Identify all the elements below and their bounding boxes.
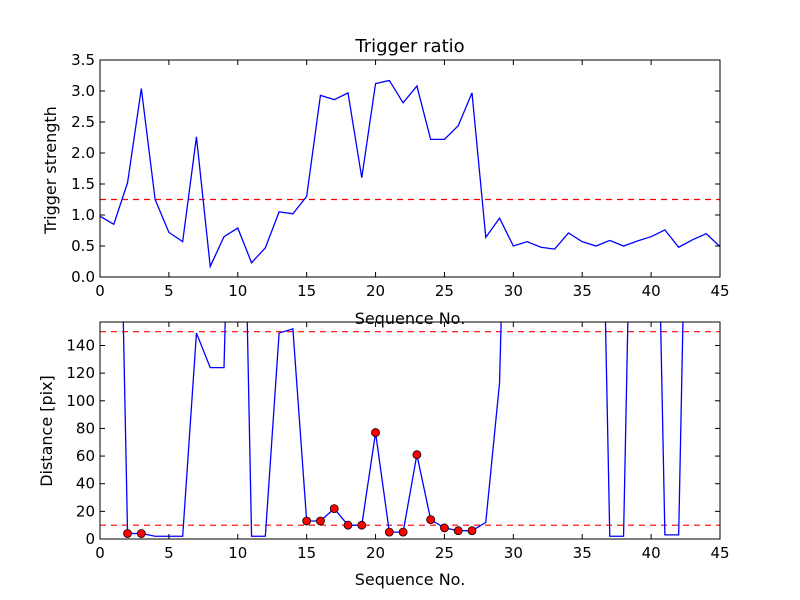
top-chart-y-tick-label: 2.0: [71, 144, 95, 162]
bottom-chart-xlabel: Sequence No.: [355, 570, 466, 589]
top-chart-series-line: [100, 79, 720, 269]
bottom-chart-marker-point: [302, 516, 312, 526]
bottom-chart-marker-point: [426, 515, 436, 525]
top-chart-y-tick-label: 3.5: [71, 51, 95, 69]
bottom-chart-marker-point: [440, 523, 449, 533]
top-chart-y-tick-label: 1.5: [71, 175, 95, 193]
top-chart-plot-frame: [99, 59, 721, 278]
top-chart-y-tick-label: 2.5: [71, 113, 95, 131]
top-chart-x-tick-label: 10: [228, 282, 247, 300]
top-chart-xlabel: Sequence No.: [355, 309, 466, 328]
top-chart-ylabel: Trigger strength: [41, 106, 60, 235]
bottom-chart-x-tick-label: 25: [435, 544, 454, 562]
bottom-chart-x-tick-label: 35: [573, 544, 592, 562]
top-chart-x-tick-label: 35: [573, 282, 592, 300]
bottom-chart-marker-point: [136, 529, 146, 538]
bottom-chart: 0 5 10 15 20 25 30 35 40 45 0 20 40 60 80 100 120 140: [66, 321, 730, 562]
bottom-chart-marker-point: [357, 520, 367, 530]
bottom-chart-y-tick-label: 120: [66, 364, 95, 382]
bottom-chart-x-tick-label: 5: [164, 544, 174, 562]
bottom-chart-x-tick-label: 0: [95, 544, 105, 562]
top-chart-x-tick-label: 0: [95, 282, 105, 300]
bottom-chart-series-line: [122, 322, 684, 537]
bottom-chart-marker-point: [371, 428, 380, 437]
top-chart-x-tick-label: 15: [297, 282, 316, 300]
bottom-chart-x-tick-label: 10: [228, 544, 247, 562]
bottom-chart-ylabel: Distance [pix]: [37, 375, 56, 487]
bottom-chart-y-tick-label: 40: [76, 475, 95, 493]
bottom-chart-y-tick-label: 20: [76, 502, 95, 520]
bottom-chart-x-tick-label: 30: [504, 544, 523, 562]
bottom-chart-marker-point: [329, 504, 339, 513]
bottom-chart-marker-point: [384, 527, 394, 537]
bottom-chart-marker-point: [412, 450, 422, 460]
top-chart-y-tick-label: 0.5: [71, 237, 95, 255]
top-chart-x-tick-label: 20: [366, 282, 385, 300]
bottom-chart-y-tick-label: 140: [66, 336, 95, 354]
bottom-chart-plot-frame: [99, 321, 721, 540]
bottom-chart-marker-point: [398, 527, 408, 537]
bottom-chart-marker-point: [467, 526, 477, 536]
bottom-chart-y-tick-label: 100: [66, 392, 95, 410]
top-chart-y-tick-label: 0.0: [71, 268, 95, 286]
top-chart-title: Trigger ratio: [354, 36, 464, 57]
top-chart-y-tick-label: 1.0: [71, 206, 95, 224]
bottom-chart-y-tick-label: 60: [76, 447, 95, 465]
top-chart: 0 5 10 15 20 25 30 35 40 45 0.0 0.5 1.0 1.5 2.0 2.5 3.0 3…: [71, 51, 729, 300]
bottom-chart-y-tick-label: 80: [76, 419, 95, 437]
bottom-chart-x-tick-label: 40: [642, 544, 661, 562]
top-chart-y-tick-label: 3.0: [71, 82, 95, 100]
top-chart-x-tick-label: 5: [164, 282, 174, 300]
bottom-chart-marker-point: [316, 516, 325, 526]
bottom-chart-marker-point: [123, 529, 132, 538]
bottom-chart-x-tick-label: 20: [366, 544, 385, 562]
top-chart-x-tick-label: 25: [435, 282, 454, 300]
top-chart-x-tick-label: 45: [710, 282, 729, 300]
bottom-chart-x-tick-label: 15: [297, 544, 316, 562]
top-chart-x-tick-label: 40: [642, 282, 661, 300]
bottom-chart-marker-point: [343, 520, 353, 530]
bottom-chart-marker-point: [453, 526, 463, 536]
bottom-chart-x-tick-label: 45: [710, 544, 729, 562]
top-chart-x-tick-label: 30: [504, 282, 523, 300]
bottom-chart-y-tick-label: 0: [85, 530, 95, 548]
